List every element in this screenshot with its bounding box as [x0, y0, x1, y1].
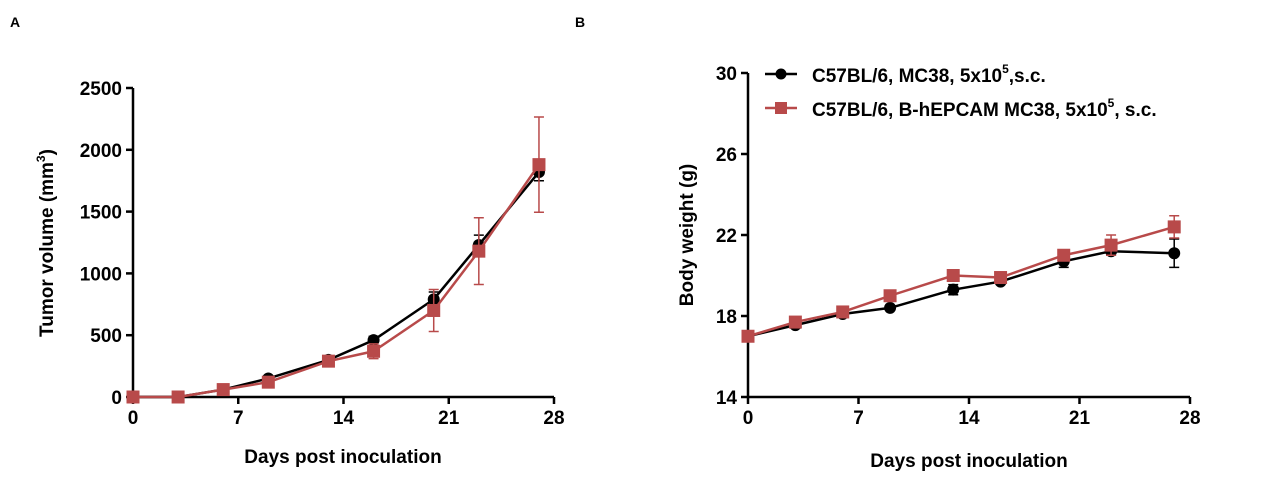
y-tick-label: 26	[716, 145, 737, 166]
y-axis-label-a: Tumor volume (mm3)	[34, 149, 58, 337]
y-tick-label: 22	[716, 226, 737, 247]
y-tick-label: 18	[716, 307, 737, 328]
x-tick-label: 0	[743, 408, 754, 429]
data-point	[1104, 238, 1118, 252]
series-line	[747, 249, 1175, 338]
y-tick-label: 1000	[80, 264, 122, 285]
y-tick-label: 2500	[80, 79, 122, 100]
y-tick-label: 0	[111, 388, 122, 409]
data-point	[321, 354, 335, 368]
panel-label-a: A	[10, 14, 20, 30]
legend-label-red: C57BL/6, B-hEPCAM MC38, 5x105, s.c.	[812, 96, 1157, 121]
y-axis-label-b: Body weight (g)	[677, 164, 698, 306]
x-axis-label-a: Days post inoculation	[244, 447, 441, 468]
data-point	[788, 315, 802, 329]
data-point	[1168, 247, 1181, 260]
tumor-volume-chart: 0 7 14 21 28 0 500 1000 1500 2000 2500	[80, 79, 565, 429]
data-point	[126, 390, 140, 404]
data-point	[947, 283, 960, 296]
x-tick-label: 14	[333, 408, 355, 429]
x-tick-label: 7	[233, 408, 244, 429]
data-point	[261, 375, 275, 389]
data-point	[216, 383, 230, 397]
data-point	[367, 344, 381, 358]
x-tick-label: 7	[853, 408, 864, 429]
data-point	[427, 303, 441, 317]
x-tick-label: 14	[958, 408, 980, 429]
x-axis-label-b: Days post inoculation	[870, 451, 1067, 472]
y-tick-label: 500	[90, 326, 122, 347]
x-tick-label: 28	[543, 408, 564, 429]
data-point	[472, 244, 486, 258]
y-tick-label: 30	[716, 64, 737, 85]
y-tick-label: 14	[716, 388, 738, 409]
data-point	[836, 305, 850, 319]
data-point	[994, 271, 1008, 285]
x-tick-label: 21	[438, 408, 460, 429]
data-point	[884, 301, 897, 314]
panel-label-b: B	[575, 14, 585, 30]
data-point	[532, 158, 546, 172]
x-tick-label: 21	[1069, 408, 1091, 429]
data-point	[1167, 220, 1181, 234]
series-1	[126, 116, 546, 404]
body-weight-chart: 0 7 14 21 28 14 18 22 26 30	[716, 64, 1201, 429]
y-tick-label: 2000	[80, 141, 122, 162]
data-point	[171, 390, 185, 404]
series-0	[127, 162, 545, 403]
data-point	[1057, 248, 1071, 262]
x-tick-label: 28	[1179, 408, 1200, 429]
data-point	[741, 329, 755, 343]
y-tick-label: 1500	[80, 203, 122, 224]
data-point	[946, 269, 960, 282]
legend: C57BL/6, MC38, 5x105,s.c. C57BL/6, B-hEP…	[765, 62, 1157, 121]
legend-square-marker	[775, 102, 787, 114]
legend-item-black: C57BL/6, MC38, 5x105,s.c.	[765, 62, 1046, 87]
legend-circle-marker	[775, 68, 787, 80]
series-1	[741, 215, 1181, 343]
legend-item-red: C57BL/6, B-hEPCAM MC38, 5x105, s.c.	[765, 96, 1157, 121]
legend-label-black: C57BL/6, MC38, 5x105,s.c.	[812, 62, 1046, 87]
data-point	[883, 289, 897, 303]
series-line	[133, 163, 540, 399]
x-tick-label: 0	[128, 408, 139, 429]
